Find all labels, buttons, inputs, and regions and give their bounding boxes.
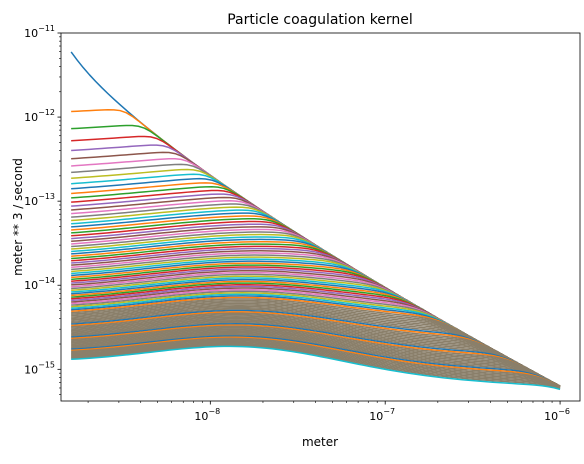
series-line: [71, 317, 561, 387]
series-line: [71, 337, 561, 388]
series-line: [71, 336, 561, 388]
series-line: [71, 342, 561, 389]
x-tick-base: 10: [369, 410, 383, 423]
y-tick: 10−12: [24, 108, 61, 124]
x-tick: 10−7: [369, 401, 395, 423]
series-line: [71, 334, 561, 388]
series-line: [71, 321, 561, 387]
series-line: [71, 330, 561, 387]
series-line: [71, 345, 561, 391]
y-tick-base: 10: [24, 27, 38, 40]
y-tick: 10−15: [24, 360, 61, 376]
series-line: [71, 320, 561, 387]
series-line: [71, 343, 561, 389]
y-tick-base: 10: [24, 279, 38, 292]
y-axis-label: meter ** 3 / second: [11, 158, 25, 276]
series-line: [71, 338, 561, 388]
chart-title: Particle coagulation kernel: [227, 12, 413, 28]
y-tick: 10−14: [24, 276, 61, 292]
series-line: [71, 323, 561, 387]
x-tick-label: 10−8: [194, 407, 220, 423]
y-tick: 10−13: [24, 192, 61, 208]
y-tick-base: 10: [24, 195, 38, 208]
y-tick-label: 10−12: [24, 108, 55, 124]
series-line: [71, 326, 561, 387]
series-line: [71, 313, 561, 387]
y-tick-exponent: −14: [38, 276, 55, 285]
y-tick-exponent: −11: [38, 24, 55, 33]
x-tick-label: 10−7: [369, 407, 395, 423]
x-tick-label: 10−6: [544, 407, 570, 423]
x-tick-exponent: −7: [383, 407, 395, 416]
series-line: [71, 319, 561, 387]
series-line: [71, 341, 561, 388]
plot-area: [70, 51, 561, 391]
y-tick-base: 10: [24, 363, 38, 376]
x-axis-label: meter: [302, 435, 338, 449]
x-tick: 10−8: [194, 401, 220, 423]
y-tick: 10−11: [24, 24, 61, 40]
x-tick-base: 10: [544, 410, 558, 423]
y-tick-base: 10: [24, 111, 38, 124]
series-line: [71, 332, 561, 387]
series-line: [71, 331, 561, 387]
y-tick-exponent: −15: [38, 360, 55, 369]
y-tick-label: 10−13: [24, 192, 55, 208]
series-line: [71, 344, 561, 390]
x-tick-exponent: −8: [208, 407, 220, 416]
x-tick: 10−6: [544, 401, 570, 423]
y-tick-label: 10−11: [24, 24, 55, 40]
series-line: [71, 315, 561, 387]
x-tick-exponent: −6: [558, 407, 570, 416]
series-line: [71, 339, 561, 388]
x-tick-base: 10: [194, 410, 208, 423]
y-tick-label: 10−14: [24, 276, 55, 292]
y-tick-exponent: −13: [38, 192, 55, 201]
y-tick-label: 10−15: [24, 360, 55, 376]
series-line: [71, 329, 561, 387]
x-axis-ticks: 10−8 10−7 10−6: [87, 401, 570, 423]
series-line: [71, 335, 561, 388]
plot-frame: [60, 32, 581, 402]
series-line: [71, 328, 561, 387]
y-tick-exponent: −12: [38, 108, 55, 117]
series-line: [71, 324, 561, 387]
series-line: [71, 325, 561, 387]
series-line: [71, 316, 561, 387]
